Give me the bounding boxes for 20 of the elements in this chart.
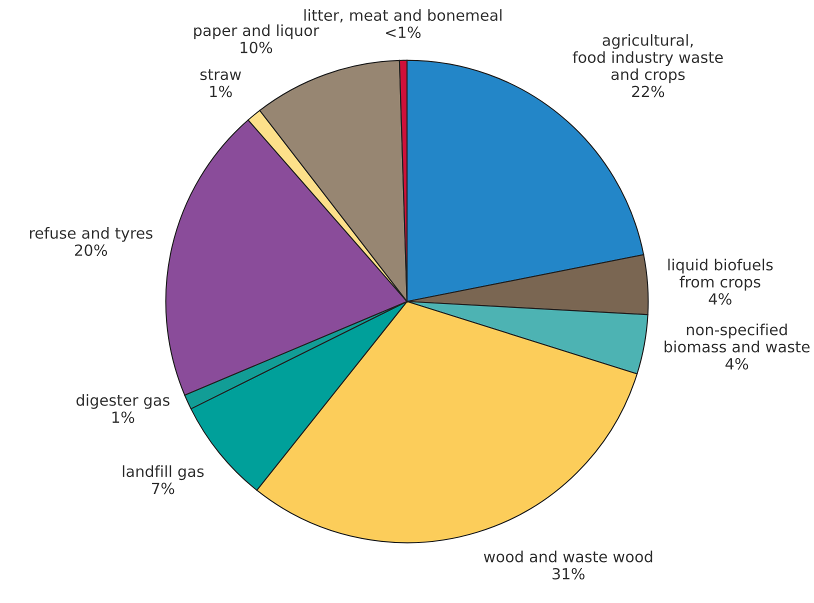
data-label: <1% xyxy=(386,26,421,38)
slice-label: straw xyxy=(200,69,242,80)
slice-label: non-specified biomass and waste xyxy=(664,324,810,353)
data-label: 4% xyxy=(708,293,732,305)
slice-label: liquid biofuels from crops xyxy=(668,258,773,291)
data-label: 10% xyxy=(240,42,272,54)
data-label: 1% xyxy=(210,86,232,98)
data-label: 22% xyxy=(632,86,664,98)
slice-label: agricultural, food industry waste and crops xyxy=(572,34,723,84)
data-label: 4% xyxy=(725,358,748,370)
data-label: 7% xyxy=(152,482,174,494)
data-label: 20% xyxy=(75,244,108,256)
slice-label: refuse and tyres xyxy=(30,227,152,242)
slice-label: litter, meat and bonemeal xyxy=(304,9,502,23)
slice-label: paper and liquor xyxy=(194,24,320,40)
slice-label: wood and waste wood xyxy=(484,550,652,562)
data-label: 1% xyxy=(112,411,134,424)
slice-label: digester gas xyxy=(76,394,170,409)
data-label: 31% xyxy=(552,568,585,580)
slice-label: landfill gas xyxy=(122,465,204,480)
